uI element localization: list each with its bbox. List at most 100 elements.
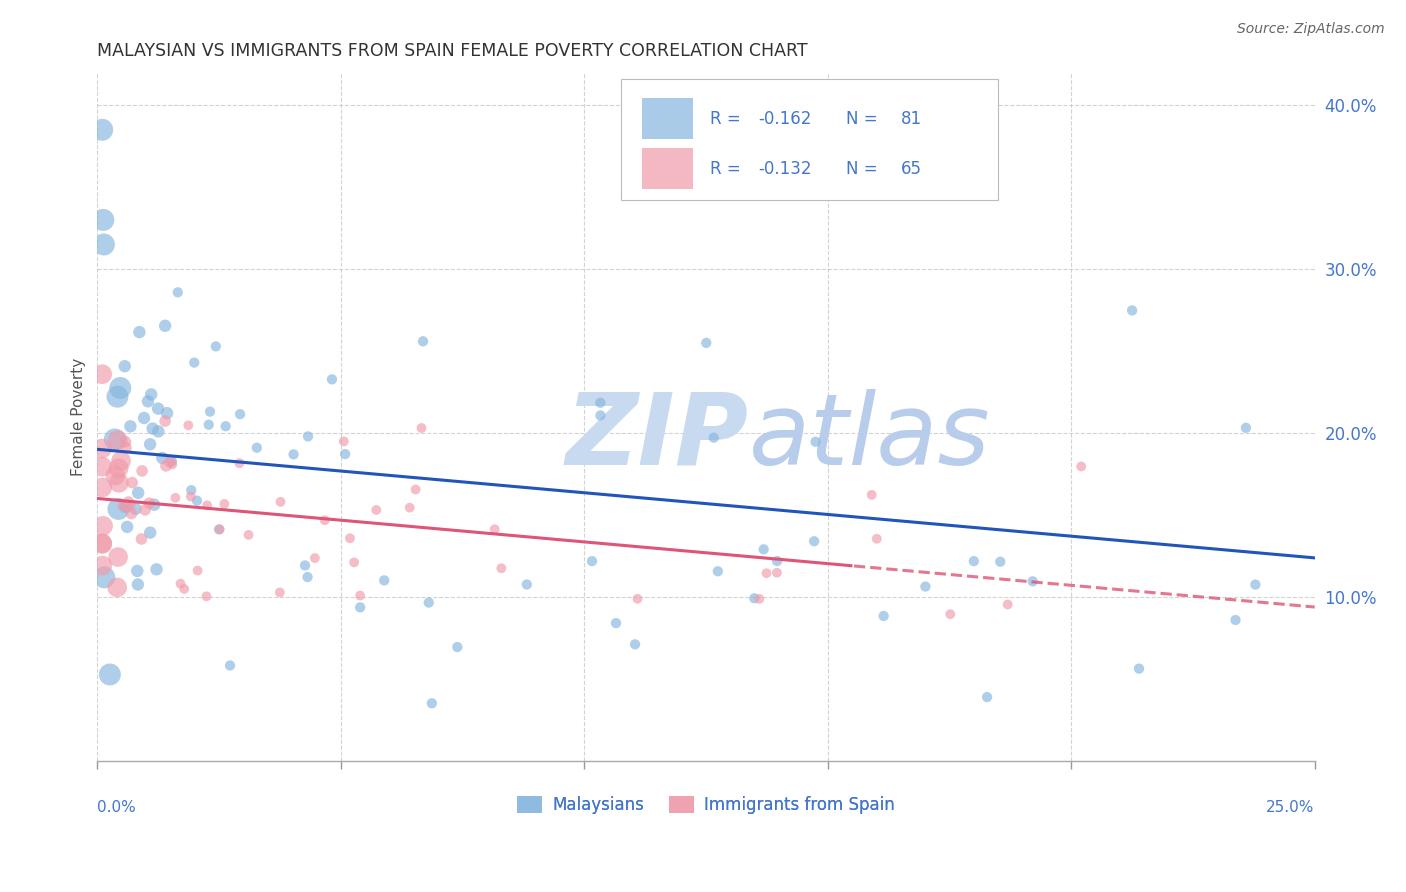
Point — [605, 616, 627, 631]
Point — [120, 419, 142, 434]
Point — [162, 458, 184, 472]
Point — [91, 536, 114, 550]
Point — [804, 434, 827, 449]
Point — [516, 577, 538, 591]
Point — [136, 394, 159, 409]
Point — [124, 502, 146, 516]
Point — [186, 493, 208, 508]
Point — [411, 421, 433, 435]
Point — [105, 580, 128, 594]
Point — [107, 549, 129, 564]
Point — [153, 414, 176, 428]
Point — [114, 434, 136, 449]
Point — [997, 598, 1019, 612]
Point — [366, 503, 388, 517]
Point — [141, 387, 163, 401]
Point — [695, 335, 717, 350]
Point — [208, 522, 231, 536]
Point — [195, 499, 218, 513]
Text: atlas: atlas — [748, 389, 990, 486]
Point — [707, 564, 730, 578]
Point — [339, 531, 361, 545]
Point — [110, 454, 132, 468]
Point — [160, 454, 183, 468]
Point — [142, 421, 165, 435]
Point — [177, 418, 200, 433]
Point — [446, 640, 468, 654]
Point — [91, 459, 114, 474]
Text: 0.0%: 0.0% — [97, 799, 136, 814]
Point — [128, 325, 150, 339]
Point — [131, 464, 153, 478]
Point — [228, 456, 250, 470]
Point — [314, 513, 336, 527]
Text: N =: N = — [846, 160, 877, 178]
Point — [180, 483, 202, 498]
Point — [91, 518, 114, 533]
Point — [114, 359, 136, 374]
Point — [803, 534, 825, 549]
Text: -0.162: -0.162 — [758, 110, 811, 128]
Point — [963, 554, 986, 568]
Point — [98, 667, 121, 681]
Point — [866, 532, 889, 546]
Text: ZIP: ZIP — [567, 389, 749, 486]
Point — [93, 237, 115, 252]
Legend: Malaysians, Immigrants from Spain: Malaysians, Immigrants from Spain — [510, 789, 901, 822]
Point — [93, 570, 115, 584]
Point — [914, 580, 936, 594]
Point — [939, 607, 962, 622]
Point — [145, 562, 167, 576]
Point — [294, 558, 316, 573]
Point — [156, 406, 179, 420]
Point — [742, 591, 765, 606]
Point — [104, 468, 127, 483]
Point — [208, 522, 231, 536]
Point — [127, 577, 149, 591]
Point — [118, 499, 141, 513]
Point — [1121, 303, 1143, 318]
Point — [121, 475, 143, 490]
Point — [626, 591, 648, 606]
Point — [581, 554, 603, 568]
Point — [491, 561, 513, 575]
Point — [589, 409, 612, 423]
Point — [484, 522, 506, 536]
Point — [269, 585, 291, 599]
Point — [333, 447, 356, 461]
Text: 65: 65 — [901, 160, 922, 178]
Point — [304, 551, 326, 566]
Point — [132, 411, 155, 425]
Point — [148, 425, 170, 439]
FancyBboxPatch shape — [641, 98, 693, 139]
Point — [139, 437, 162, 451]
Point — [333, 434, 356, 449]
Point — [197, 417, 219, 432]
Point — [198, 404, 221, 418]
Point — [1128, 662, 1150, 676]
Point — [120, 507, 142, 521]
Point — [1070, 459, 1092, 474]
Point — [91, 442, 114, 456]
Point — [173, 582, 195, 596]
Point — [349, 600, 371, 615]
Point — [117, 495, 139, 509]
Text: -0.132: -0.132 — [758, 160, 811, 178]
Point — [1021, 574, 1043, 589]
Point — [214, 419, 236, 434]
Point — [238, 528, 260, 542]
Point — [748, 591, 770, 606]
Text: R =: R = — [710, 110, 745, 128]
Point — [104, 433, 127, 447]
Point — [115, 520, 138, 534]
Point — [91, 537, 114, 551]
FancyBboxPatch shape — [621, 79, 998, 200]
Point — [229, 407, 252, 421]
Point — [1244, 577, 1267, 591]
Point — [398, 500, 420, 515]
Point — [219, 658, 242, 673]
Point — [297, 570, 319, 584]
Point — [343, 555, 366, 569]
Point — [204, 339, 226, 353]
Point — [214, 497, 236, 511]
